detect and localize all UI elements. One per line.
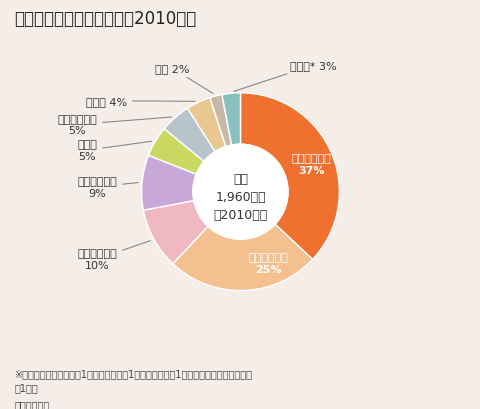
Text: 汚染地 4%: 汚染地 4% bbox=[85, 97, 195, 106]
Text: 製鉄 2%: 製鉄 2% bbox=[154, 64, 213, 94]
Wedge shape bbox=[240, 94, 339, 260]
Text: 合計: 合計 bbox=[232, 173, 248, 186]
Text: 化石燃料燃焼
25%: 化石燃料燃焼 25% bbox=[248, 252, 288, 274]
Text: 廃棄物
5%: 廃棄物 5% bbox=[77, 140, 152, 162]
Text: （2010年）: （2010年） bbox=[213, 209, 267, 221]
Text: 資料：環境省: 資料：環境省 bbox=[14, 399, 49, 409]
Text: 1,960トン: 1,960トン bbox=[215, 191, 265, 204]
Text: 排出源ごとの大気排出量（2010年）: 排出源ごとの大気排出量（2010年） bbox=[14, 10, 196, 28]
Wedge shape bbox=[143, 201, 207, 264]
Text: 非鉄金属生産
10%: 非鉄金属生産 10% bbox=[77, 241, 150, 270]
Circle shape bbox=[192, 145, 288, 240]
Text: 大規模金採掘
5%: 大規模金採掘 5% bbox=[57, 115, 171, 136]
Wedge shape bbox=[221, 94, 240, 146]
Wedge shape bbox=[172, 225, 312, 291]
Text: 1％）: 1％） bbox=[14, 382, 38, 392]
Text: その他* 3%: その他* 3% bbox=[233, 61, 336, 92]
Text: 小規模金採掘
37%: 小規模金採掘 37% bbox=[291, 154, 331, 175]
Wedge shape bbox=[164, 109, 215, 162]
Text: セメント精製
9%: セメント精製 9% bbox=[77, 177, 138, 198]
Wedge shape bbox=[141, 156, 196, 211]
Wedge shape bbox=[209, 95, 231, 147]
Wedge shape bbox=[148, 129, 204, 175]
Wedge shape bbox=[187, 99, 226, 152]
Text: ※　塩素アルカリ工場（1％）水銀鉱山（1％）石油精製（1％）歯科用アマルガム（＜: ※ 塩素アルカリ工場（1％）水銀鉱山（1％）石油精製（1％）歯科用アマルガム（＜ bbox=[14, 368, 252, 378]
